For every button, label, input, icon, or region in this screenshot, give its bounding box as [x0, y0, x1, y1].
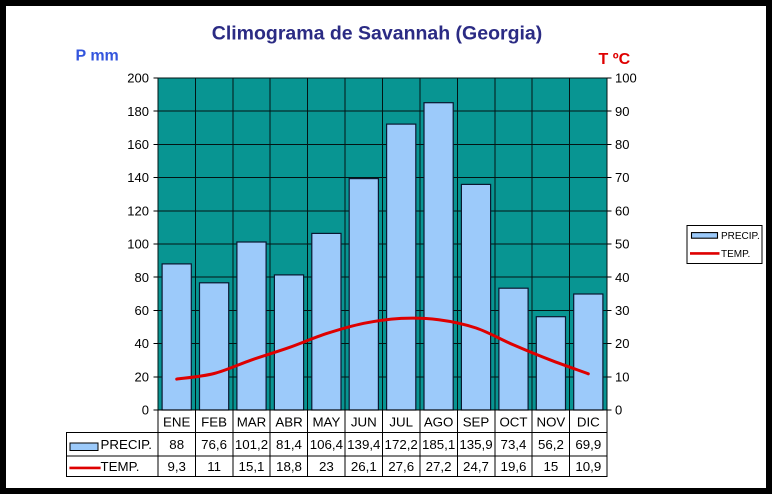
svg-text:FEB: FEB	[201, 414, 227, 429]
svg-text:TEMP.: TEMP.	[101, 459, 140, 474]
svg-text:20: 20	[615, 336, 629, 351]
svg-text:185,1: 185,1	[422, 437, 455, 452]
svg-text:NOV: NOV	[536, 414, 565, 429]
svg-text:Climograma de Savannah (Georgi: Climograma de Savannah (Georgia)	[212, 23, 543, 45]
svg-text:106,4: 106,4	[310, 437, 343, 452]
svg-text:69,9: 69,9	[575, 437, 601, 452]
svg-text:23: 23	[319, 459, 334, 474]
svg-text:50: 50	[615, 237, 629, 252]
svg-text:100: 100	[127, 237, 149, 252]
svg-text:139,4: 139,4	[347, 437, 380, 452]
svg-text:80: 80	[135, 270, 149, 285]
svg-text:30: 30	[615, 303, 629, 318]
svg-text:15,1: 15,1	[239, 459, 265, 474]
svg-text:24,7: 24,7	[463, 459, 489, 474]
svg-text:70: 70	[615, 170, 629, 185]
svg-text:0: 0	[615, 403, 622, 418]
svg-text:T ºC: T ºC	[599, 51, 631, 68]
svg-text:81,4: 81,4	[276, 437, 302, 452]
svg-text:80: 80	[615, 137, 629, 152]
svg-text:200: 200	[127, 71, 149, 86]
svg-text:19,6: 19,6	[501, 459, 527, 474]
svg-text:27,2: 27,2	[426, 459, 452, 474]
svg-text:TEMP.: TEMP.	[721, 249, 750, 260]
svg-text:73,4: 73,4	[501, 437, 527, 452]
svg-text:135,9: 135,9	[459, 437, 492, 452]
svg-text:SEP: SEP	[463, 414, 490, 429]
svg-text:76,6: 76,6	[201, 437, 227, 452]
svg-text:160: 160	[127, 137, 149, 152]
svg-text:18,8: 18,8	[276, 459, 302, 474]
svg-text:180: 180	[127, 104, 149, 119]
svg-text:40: 40	[615, 270, 629, 285]
svg-text:40: 40	[135, 336, 149, 351]
svg-text:10: 10	[615, 369, 629, 384]
svg-text:15: 15	[544, 459, 559, 474]
svg-text:120: 120	[127, 203, 149, 218]
svg-text:60: 60	[615, 203, 629, 218]
svg-text:11: 11	[207, 459, 221, 474]
svg-text:172,2: 172,2	[385, 437, 418, 452]
svg-text:OCT: OCT	[499, 414, 527, 429]
svg-text:JUN: JUN	[351, 414, 377, 429]
svg-text:9,3: 9,3	[167, 459, 186, 474]
svg-text:PRECIP.: PRECIP.	[721, 231, 760, 242]
svg-text:56,2: 56,2	[538, 437, 564, 452]
svg-text:DIC: DIC	[577, 414, 600, 429]
svg-text:88: 88	[169, 437, 184, 452]
svg-text:0: 0	[142, 403, 149, 418]
svg-text:ABR: ABR	[275, 414, 302, 429]
svg-text:10,9: 10,9	[575, 459, 601, 474]
svg-text:90: 90	[615, 104, 629, 119]
svg-text:140: 140	[127, 170, 149, 185]
svg-text:100: 100	[615, 71, 637, 86]
svg-text:MAR: MAR	[237, 414, 267, 429]
svg-text:PRECIP.: PRECIP.	[101, 437, 153, 452]
svg-text:JUL: JUL	[389, 414, 413, 429]
svg-text:P mm: P mm	[76, 48, 119, 65]
svg-text:20: 20	[135, 369, 149, 384]
svg-text:MAY: MAY	[312, 414, 340, 429]
svg-text:27,6: 27,6	[388, 459, 414, 474]
svg-text:AGO: AGO	[424, 414, 454, 429]
svg-text:ENE: ENE	[163, 414, 190, 429]
svg-text:101,2: 101,2	[235, 437, 268, 452]
svg-text:60: 60	[135, 303, 149, 318]
svg-text:26,1: 26,1	[351, 459, 377, 474]
